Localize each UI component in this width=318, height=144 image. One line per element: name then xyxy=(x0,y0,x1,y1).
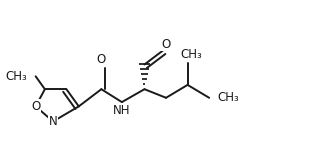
Text: O: O xyxy=(31,100,40,113)
Text: O: O xyxy=(97,53,106,66)
Text: O: O xyxy=(162,38,171,51)
Text: NH: NH xyxy=(113,104,131,117)
Text: CH₃: CH₃ xyxy=(218,91,239,104)
Text: CH₃: CH₃ xyxy=(181,48,203,61)
Text: CH₃: CH₃ xyxy=(6,70,27,83)
Text: N: N xyxy=(49,115,58,128)
